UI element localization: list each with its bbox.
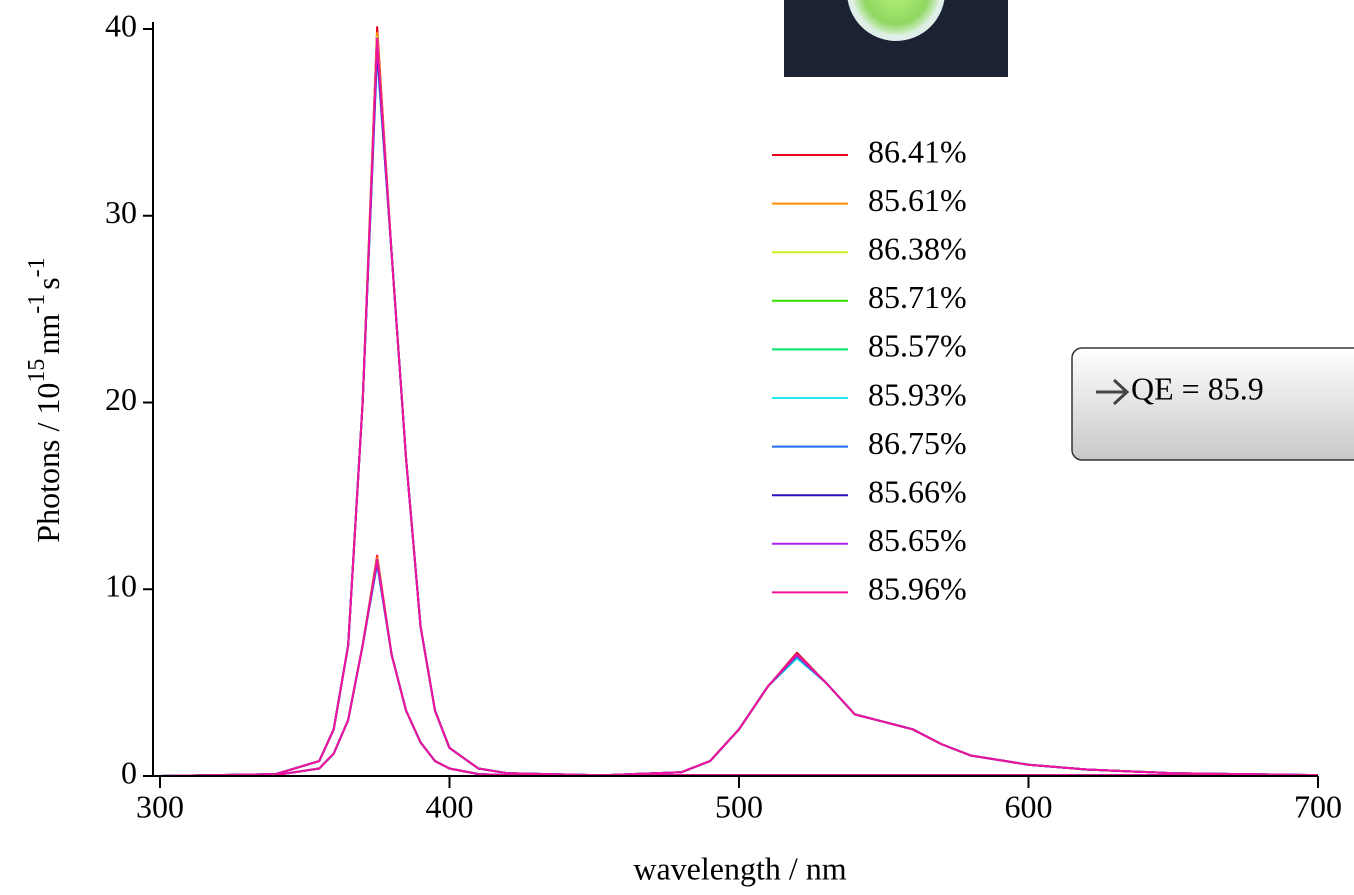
y-tick-label: 30 [105,194,137,230]
series-line [159,558,1319,777]
legend-label: 85.96% [868,571,967,607]
x-tick-label: 700 [1294,788,1342,824]
legend-label: 86.75% [868,425,967,461]
y-label-sup: -1 [24,257,50,277]
inset-sample [847,0,945,41]
y-label-part: Photons / 10 [30,383,66,543]
series-line [159,558,1319,777]
x-tick-label: 500 [715,788,763,824]
legend-label: 85.66% [868,474,967,510]
y-label-sup: -1 [24,294,50,314]
y-tick-label: 10 [105,568,137,604]
y-tick-label: 0 [121,754,137,790]
series-line [159,563,1319,777]
x-tick-label: 300 [136,788,184,824]
x-tick-label: 600 [1005,788,1053,824]
y-tick-label: 40 [105,7,137,43]
y-label-part: s [30,277,66,289]
annotation: QE = 85.9 [1131,370,1264,406]
annotation-arrow [1096,378,1130,406]
series-line [159,554,1319,777]
legend-label: 86.41% [868,133,967,169]
y-label-sup: 15 [24,359,50,383]
legend-label: 85.93% [868,376,967,412]
legend-label: 85.65% [868,522,967,558]
series-line [159,560,1319,777]
series-line [159,562,1319,777]
annotation-box [1071,347,1354,461]
legend-label: 85.61% [868,182,967,218]
y-label-part: nm [30,314,66,355]
series-line [159,558,1319,777]
legend-label: 85.57% [868,328,967,364]
series-line [159,560,1319,777]
legend-label: 86.38% [868,231,967,267]
x-tick-label: 400 [426,788,474,824]
series-line [159,560,1319,777]
legend-label: 85.71% [868,279,967,315]
x-axis-label: wavelength / nm [633,850,846,886]
series-line [159,556,1319,777]
y-axis-label: Photons / 1015nm-1s-1 [24,257,67,542]
y-tick-label: 20 [105,381,137,417]
